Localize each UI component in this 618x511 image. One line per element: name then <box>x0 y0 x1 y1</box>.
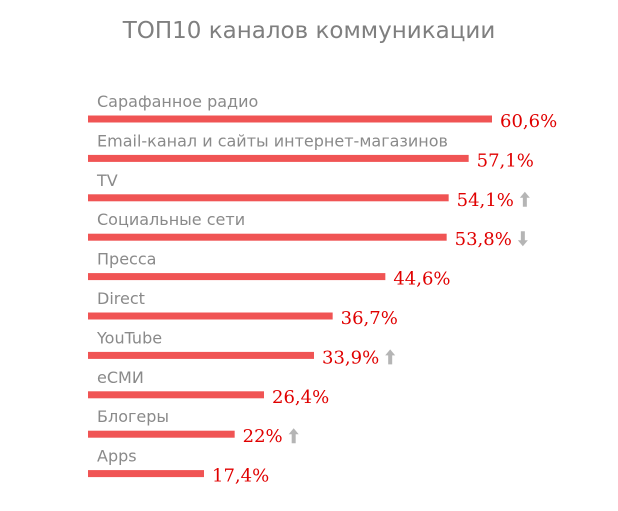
value-label: 53,8% <box>455 229 512 250</box>
bar <box>88 312 333 320</box>
category-label: TV <box>96 171 118 190</box>
value-label: 26,4% <box>272 387 329 408</box>
value-label: 33,9% <box>322 347 379 368</box>
arrow-up-icon <box>519 191 530 207</box>
bar <box>88 351 314 359</box>
bar <box>88 273 386 281</box>
value-label: 57,1% <box>477 150 534 171</box>
value-label: 60,6% <box>500 111 557 132</box>
arrow-up-icon <box>385 349 396 365</box>
arrow-up-icon <box>288 428 299 444</box>
category-label: YouTube <box>96 328 162 347</box>
bar <box>88 115 492 123</box>
value-label: 22% <box>243 426 283 447</box>
category-label: Direct <box>97 289 145 308</box>
category-label: Блогеры <box>97 407 169 426</box>
bar <box>88 194 449 202</box>
category-label: Apps <box>97 447 137 466</box>
category-label: Сарафанное радио <box>97 92 258 111</box>
value-label: 54,1% <box>457 190 514 211</box>
bar <box>88 430 235 438</box>
bar <box>88 470 204 478</box>
category-label: Социальные сети <box>97 210 245 229</box>
chart-title: ТОП10 каналов коммуникации <box>122 18 496 44</box>
category-label: еСМИ <box>97 368 144 387</box>
bar <box>88 233 447 241</box>
value-label: 36,7% <box>341 308 398 329</box>
bar <box>88 391 264 399</box>
bar <box>88 154 469 162</box>
category-label: Пресса <box>97 250 156 269</box>
category-label: Email-канал и сайты интернет-магазинов <box>97 131 448 150</box>
value-label: 44,6% <box>393 269 450 290</box>
arrow-down-icon <box>517 231 528 247</box>
value-label: 17,4% <box>212 466 269 487</box>
